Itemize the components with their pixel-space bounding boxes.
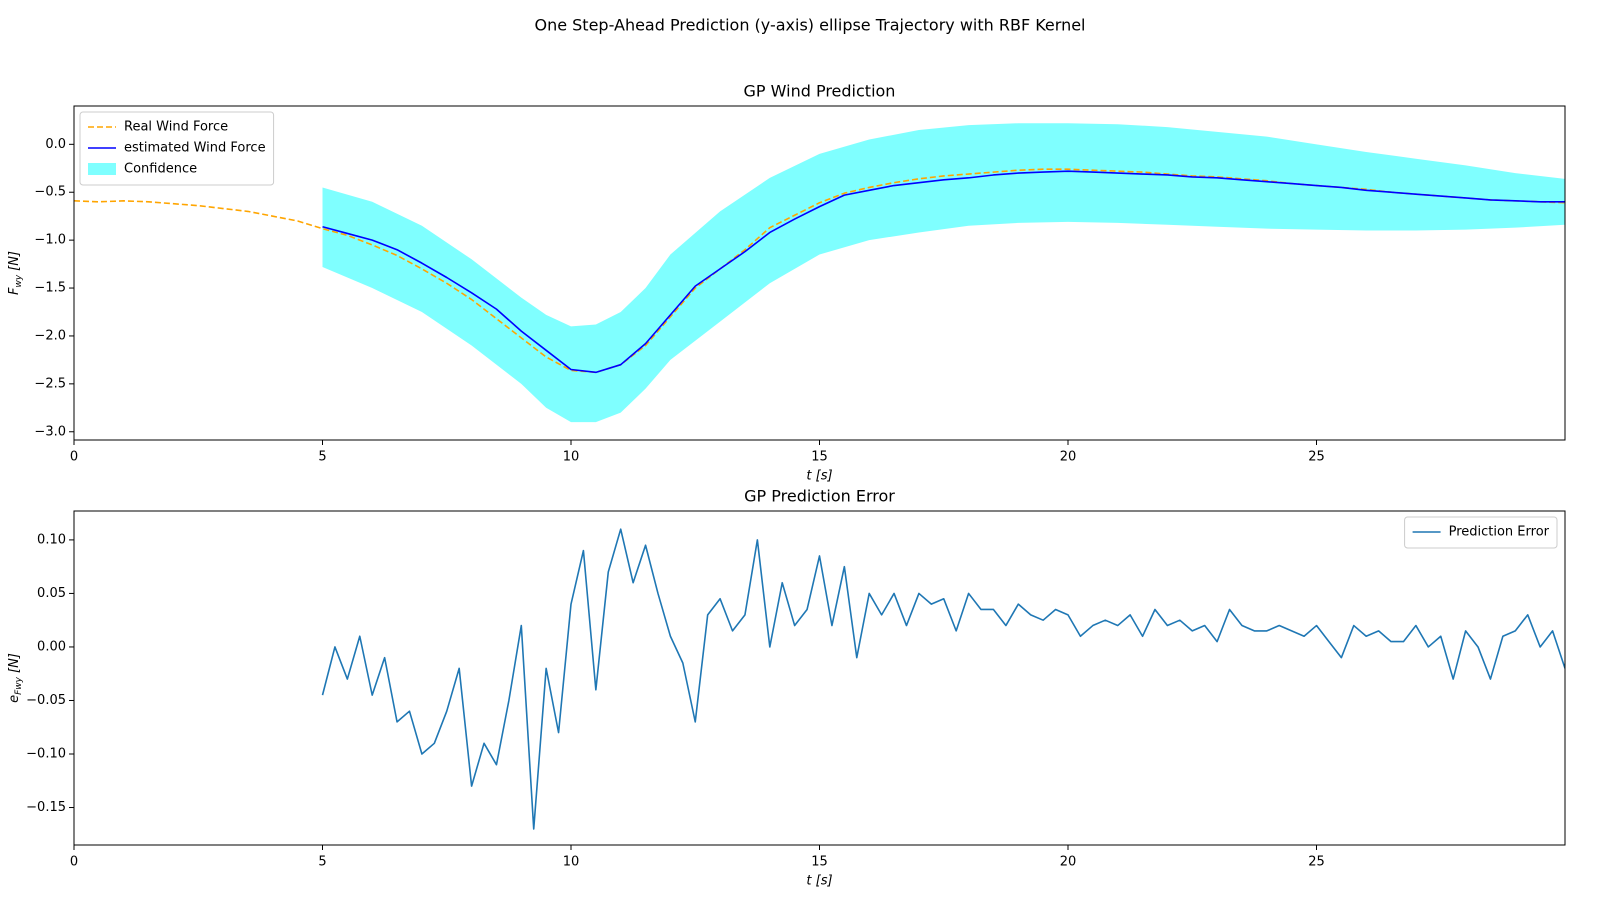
x-tick-label: 25 <box>1308 450 1325 465</box>
x-tick-label: 15 <box>811 450 828 465</box>
y-tick-label: −1.5 <box>34 281 66 296</box>
legend-label: Prediction Error <box>1449 525 1550 540</box>
series-line <box>322 170 1565 374</box>
y-tick-label: −2.5 <box>34 376 66 391</box>
x-tick-label: 20 <box>1060 450 1077 465</box>
x-axis-label: t [s] <box>806 874 832 889</box>
x-tick-label: 5 <box>318 855 326 870</box>
y-axis-label: eFwy [N] <box>7 653 24 703</box>
legend-label: Confidence <box>124 162 197 177</box>
series-line <box>321 528 1565 830</box>
y-tick-label: 0.05 <box>37 586 66 601</box>
legend-box <box>79 111 275 186</box>
y-tick-label: −0.10 <box>26 747 66 762</box>
x-axis-label: t [s] <box>806 469 832 484</box>
y-label-symbol: e <box>7 695 22 703</box>
confidence-band <box>322 123 1565 423</box>
y-label-subscript: wy <box>14 274 24 287</box>
legend-label: Real Wind Force <box>124 120 228 135</box>
y-tick-label: −0.5 <box>34 185 66 200</box>
plot-area <box>74 123 1565 423</box>
legend-box <box>1404 516 1558 549</box>
y-tick-label: −0.05 <box>26 693 66 708</box>
y-tick-label: 0.0 <box>45 137 66 152</box>
y-label-unit: [N] <box>7 251 22 271</box>
x-tick-label: 20 <box>1060 855 1077 870</box>
x-tick-label: 5 <box>318 450 326 465</box>
x-tick-label: 10 <box>563 450 580 465</box>
y-tick-label: −1.0 <box>34 233 66 248</box>
legend-swatch <box>88 163 116 175</box>
subplot: GP Wind Prediction 0 5 10 15 20 25 −3.0 −2.5 −2.0… <box>7 82 1566 484</box>
x-tick-label: 10 <box>563 855 580 870</box>
y-label-symbol: F <box>7 287 22 295</box>
y-tick-label: 0.00 <box>37 639 66 654</box>
subplot-title: GP Wind Prediction <box>744 82 896 101</box>
legend: Real Wind Force estimated Wind Force Confi… <box>79 111 275 186</box>
legend-label: estimated Wind Force <box>124 141 266 156</box>
legend: Prediction Error <box>1404 516 1558 549</box>
y-tick-label: −2.0 <box>34 328 66 343</box>
figure-title: One Step-Ahead Prediction (y-axis) ellip… <box>534 16 1085 35</box>
y-axis-label: Fwy [N] <box>7 251 24 295</box>
subplot: GP Prediction Error 0 5 10 15 20 25 −0.15 −0.10 −… <box>7 487 1566 889</box>
x-tick-label: 0 <box>70 855 78 870</box>
y-tick-label: −3.0 <box>34 424 66 439</box>
y-tick-label: −0.15 <box>26 800 66 815</box>
x-tick-label: 0 <box>70 450 78 465</box>
subplot-title: GP Prediction Error <box>744 487 895 506</box>
y-tick-label: 0.10 <box>37 532 66 547</box>
plot-area <box>321 528 1565 830</box>
x-tick-label: 25 <box>1308 855 1325 870</box>
x-tick-label: 15 <box>811 855 828 870</box>
y-label-unit: [N] <box>7 653 22 673</box>
y-label-subscript: Fwy <box>14 676 24 695</box>
